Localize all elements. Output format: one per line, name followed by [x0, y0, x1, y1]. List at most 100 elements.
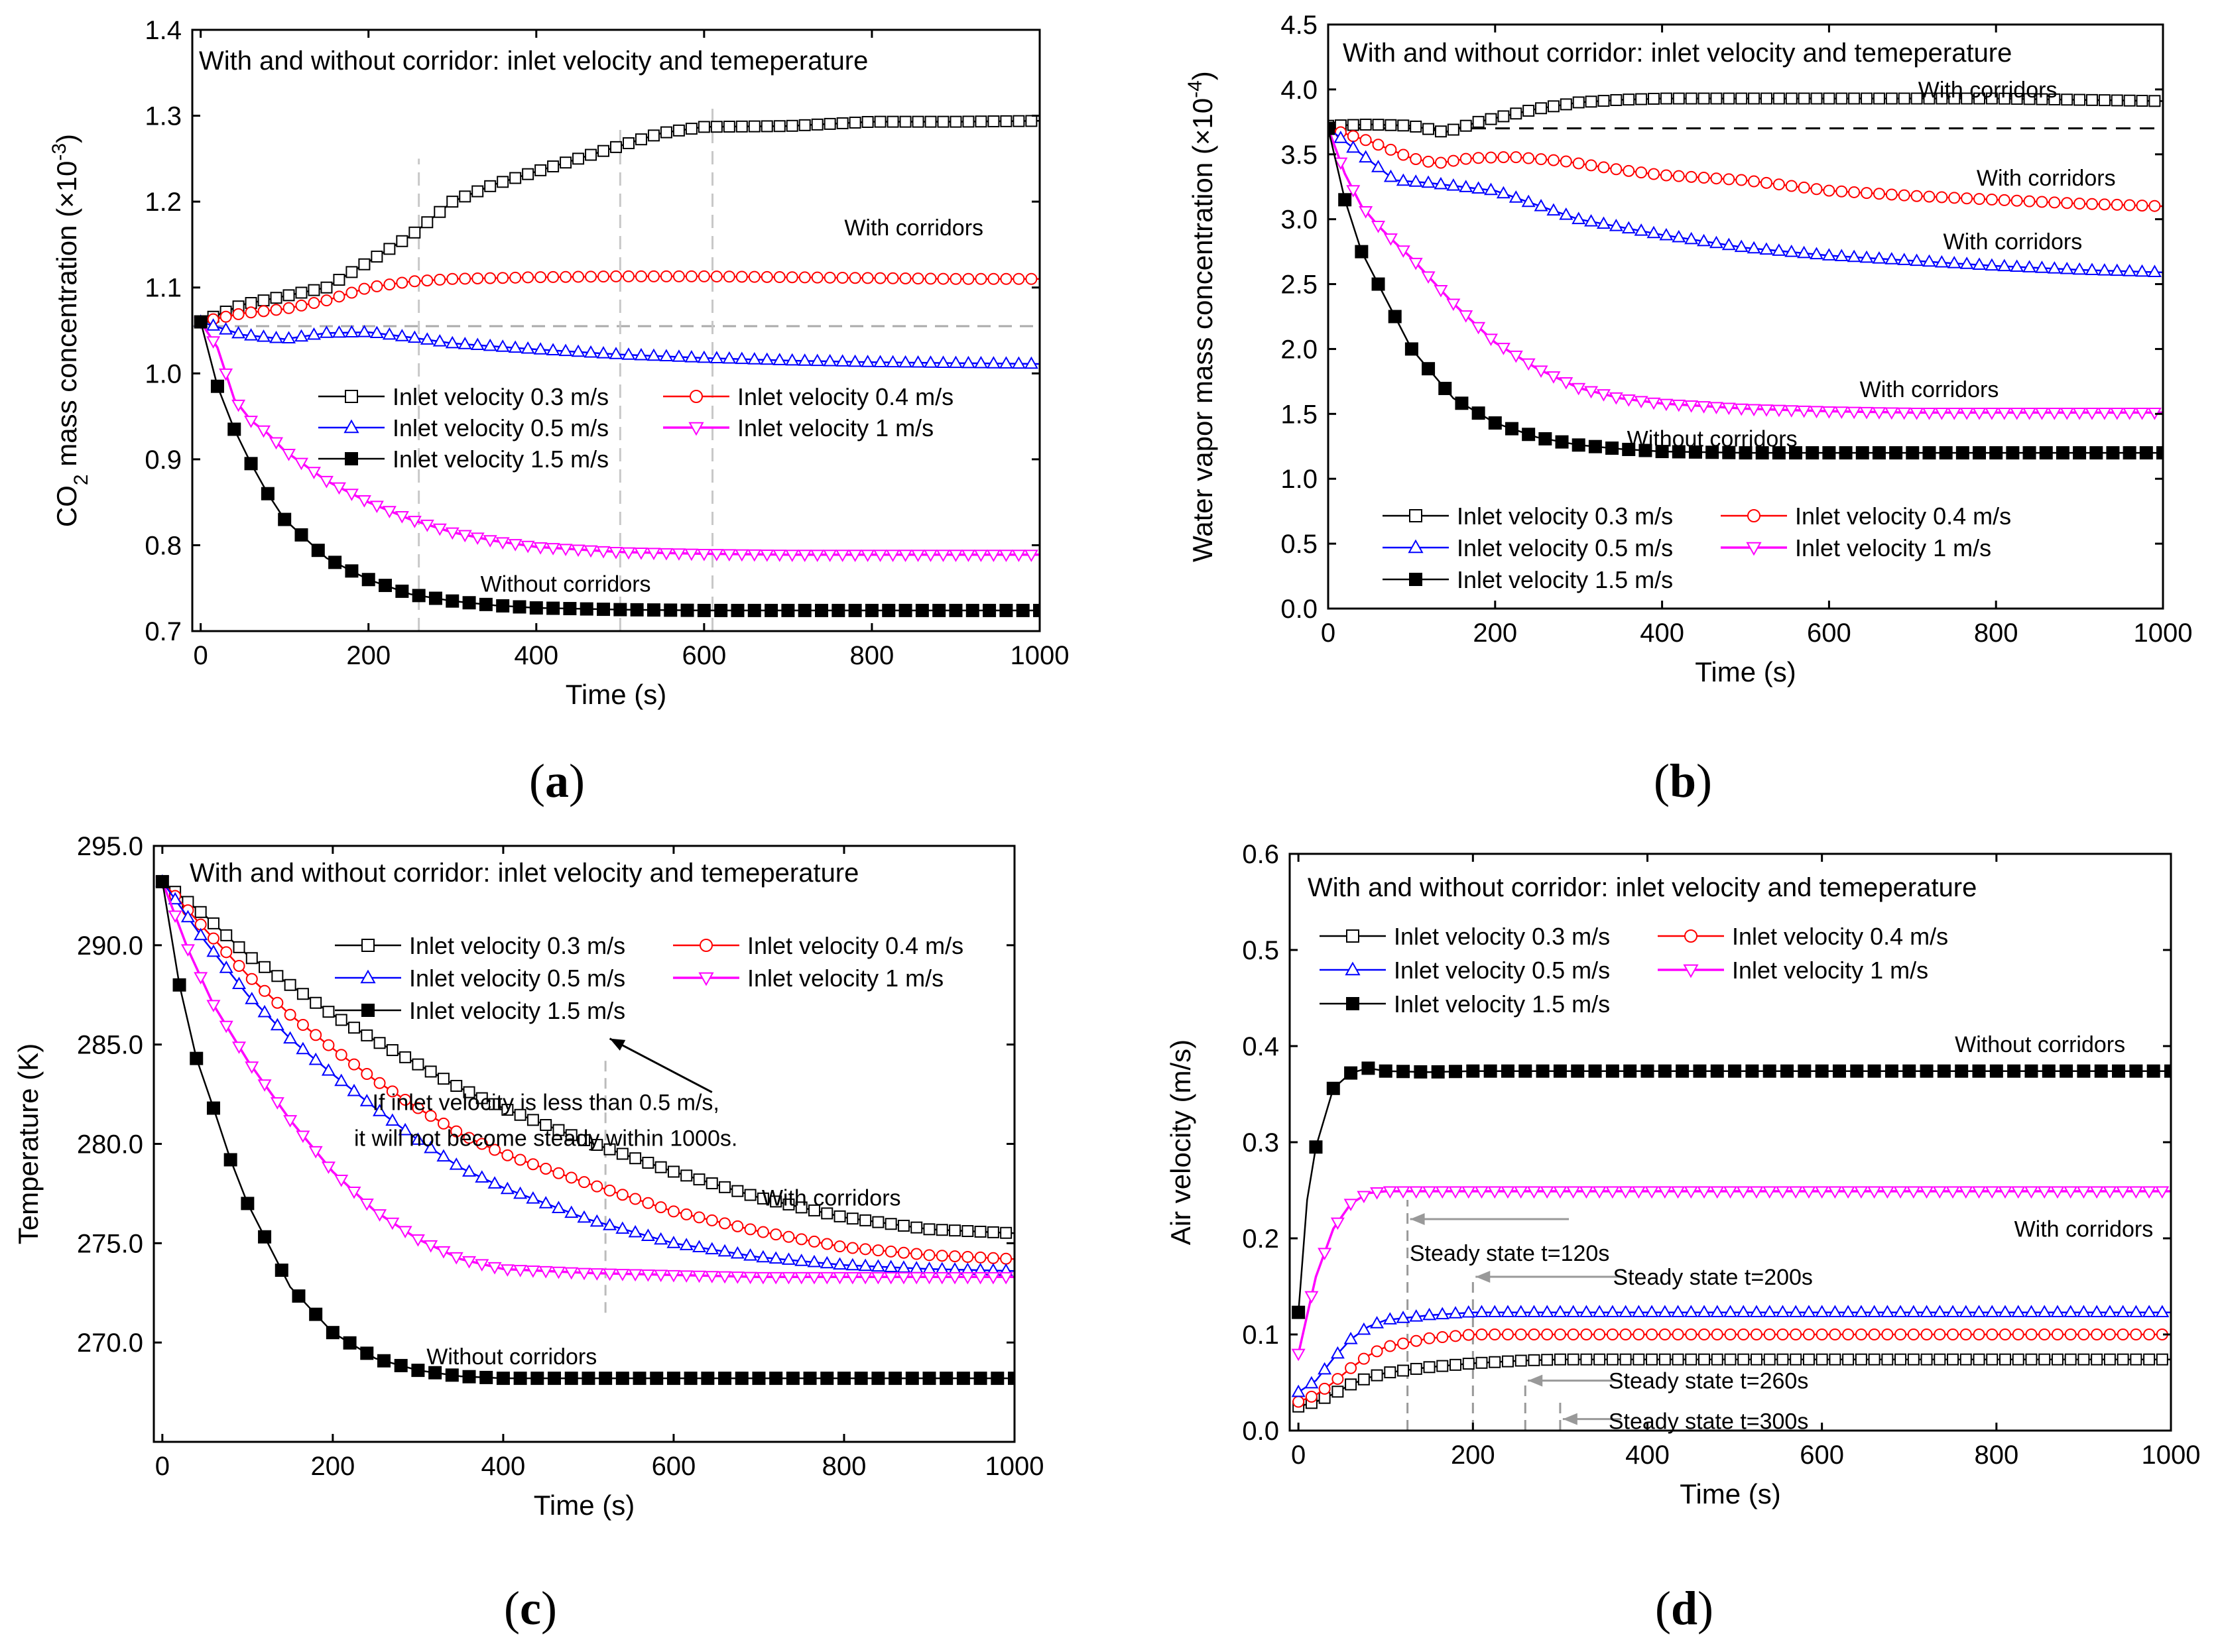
data-point-inlet-1: [269, 437, 284, 450]
data-point-inlet-05: [2022, 260, 2037, 272]
data-point-inlet-1: [257, 1079, 272, 1092]
data-point-inlet-04: [437, 1117, 450, 1130]
series-inlet-03: [194, 115, 1040, 328]
data-point-inlet-05: [1906, 1305, 1921, 1318]
data-point-inlet-05: [1684, 231, 1699, 245]
data-point-inlet-03: [1934, 1353, 1946, 1366]
data-point-inlet-1: [410, 1234, 425, 1247]
data-point-inlet-1: [546, 543, 560, 556]
data-point-inlet-03: [1936, 92, 1948, 105]
data-point-inlet-05: [1821, 248, 1836, 261]
data-point-inlet-03: [899, 115, 912, 128]
data-point-inlet-05: [1709, 235, 1723, 249]
data-point-inlet-1: [1854, 1186, 1869, 1199]
data-point-inlet-1: [1945, 1186, 1960, 1199]
data-point-inlet-15: [2077, 1064, 2091, 1078]
data-point-inlet-03: [1422, 123, 1435, 135]
data-point-inlet-03: [1000, 1226, 1013, 1239]
data-point-inlet-15: [786, 1372, 800, 1386]
legend-label: Inlet velocity 0.5 m/s: [1457, 534, 1673, 561]
data-point-inlet-04: [654, 1201, 667, 1214]
data-point-inlet-05: [845, 1258, 860, 1271]
data-point-inlet-05: [1546, 203, 1561, 216]
x-axis-label: Time (s): [1695, 656, 1796, 687]
data-point-inlet-05: [332, 325, 346, 338]
data-point-inlet-15: [1605, 442, 1619, 455]
data-point-inlet-1: [871, 1271, 885, 1285]
data-point-inlet-05: [1304, 1376, 1319, 1389]
data-point-inlet-03: [412, 1058, 424, 1071]
data-point-inlet-15: [1640, 1064, 1654, 1078]
data-point-inlet-1: [194, 972, 208, 985]
data-point-inlet-05: [679, 1238, 694, 1250]
data-point-inlet-03: [1345, 1378, 1357, 1391]
annotation-text: With corridors: [1918, 78, 2058, 103]
data-point-inlet-05: [628, 1224, 643, 1238]
data-point-inlet-03: [861, 115, 874, 128]
data-point-inlet-1: [1922, 407, 1936, 420]
legend-marker-inlet-04: [690, 390, 703, 403]
series-inlet-05: [1291, 1305, 2171, 1397]
data-point-inlet-04: [859, 1243, 872, 1256]
data-point-inlet-1: [1421, 271, 1436, 284]
data-point-inlet-03: [1697, 92, 1710, 105]
data-point-inlet-04: [1959, 1328, 1972, 1340]
data-point-inlet-1: [861, 550, 875, 562]
data-point-inlet-1: [357, 495, 371, 508]
data-point-inlet-04: [296, 1018, 309, 1031]
data-point-inlet-1: [798, 550, 812, 562]
data-point-inlet-05: [1872, 251, 1886, 264]
data-point-inlet-03: [1547, 100, 1560, 113]
data-point-inlet-03: [471, 185, 484, 198]
data-point-inlet-05: [1922, 254, 1936, 267]
legend-item-inlet-04: Inlet velocity 0.4 m/s: [1721, 502, 2011, 530]
data-point-inlet-15: [513, 1372, 527, 1386]
data-point-inlet-03: [320, 281, 333, 294]
data-point-inlet-1: [1859, 406, 1874, 420]
data-point-inlet-1: [1723, 1186, 1738, 1199]
data-point-inlet-05: [306, 327, 321, 340]
data-point-inlet-05: [1959, 1305, 1973, 1318]
data-point-inlet-03: [284, 978, 296, 991]
annotation-text: With corridors: [1860, 377, 1999, 402]
data-point-inlet-1: [923, 550, 938, 562]
legend-item-inlet-04: Inlet velocity 0.4 m/s: [1658, 923, 1948, 950]
data-point-inlet-03: [1848, 92, 1861, 105]
data-point-inlet-15: [395, 584, 409, 598]
data-point-inlet-04: [408, 275, 421, 288]
data-point-inlet-05: [886, 355, 900, 368]
data-point-inlet-05: [1409, 1309, 1424, 1322]
data-point-inlet-05: [1011, 356, 1026, 369]
data-point-inlet-05: [244, 328, 259, 341]
data-point-inlet-1: [2034, 407, 2049, 420]
data-point-inlet-03: [1510, 107, 1522, 120]
data-point-inlet-03: [560, 156, 572, 169]
data-point-inlet-1: [508, 539, 523, 552]
data-point-inlet-04: [1410, 1334, 1422, 1347]
data-point-inlet-04: [1292, 1395, 1305, 1408]
data-point-inlet-05: [424, 1140, 438, 1153]
data-point-inlet-15: [379, 579, 393, 593]
legend-item-inlet-05: Inlet velocity 0.5 m/s: [318, 414, 609, 442]
data-point-inlet-03: [1357, 1373, 1370, 1386]
data-point-inlet-1: [382, 506, 397, 518]
data-point-inlet-1: [628, 1269, 643, 1282]
data-point-inlet-05: [449, 1157, 463, 1170]
data-point-inlet-04: [1535, 153, 1548, 166]
data-point-inlet-1: [1972, 407, 1987, 420]
data-point-inlet-04: [1025, 272, 1038, 285]
data-point-inlet-03: [923, 1223, 936, 1236]
data-point-inlet-1: [332, 482, 346, 495]
data-point-inlet-15: [294, 528, 308, 542]
data-point-inlet-1: [823, 550, 837, 562]
series-inlet-03: [1328, 92, 2163, 138]
legend-label: Inlet velocity 1 m/s: [737, 414, 934, 442]
data-point-inlet-03: [1816, 1353, 1828, 1366]
data-point-inlet-1: [1775, 1186, 1790, 1199]
data-point-inlet-03: [798, 119, 811, 131]
data-point-inlet-04: [1998, 194, 2010, 206]
data-point-inlet-03: [522, 168, 534, 180]
annotation-text: Without corridors: [1955, 1032, 2125, 1057]
data-point-inlet-03: [2077, 1353, 2090, 1366]
annotation-arrow: [1475, 1271, 1622, 1283]
